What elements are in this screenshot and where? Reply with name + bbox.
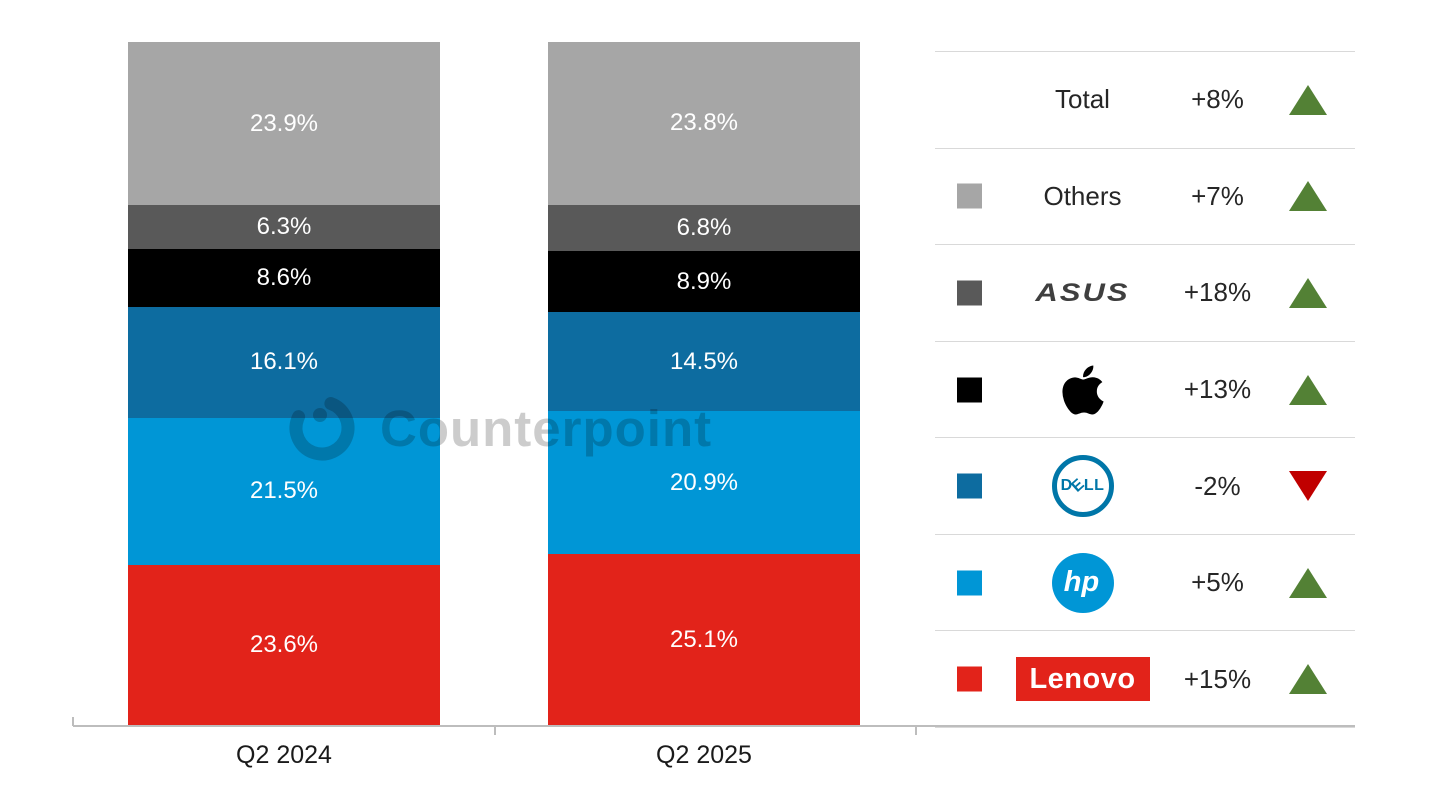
others-label: Others [1043,180,1122,211]
trend-cell [1280,245,1335,341]
bar-segment-asus-0: 6.3% [128,205,440,249]
brand-cell: Lenovo [1000,631,1165,727]
segment-value-label: 23.6% [249,631,319,659]
bar-segment-others-0: 23.9% [128,42,440,206]
legend-panel: Total +8% Others +7% ASUS +18% +13% D E L L -2% hp +5… [935,51,1355,729]
bar-segment-asus-1: 6.8% [548,204,860,252]
brand-cell: Total [1000,52,1165,148]
trend-cell [1280,149,1335,245]
segment-value-label: 6.8% [676,214,732,242]
legend-row-asus: ASUS +18% [935,245,1355,342]
bar-segment-apple-0: 8.6% [128,248,440,308]
segment-value-label: 8.6% [256,263,312,291]
hp-logo: hp [1051,552,1114,613]
legend-row-others: Others +7% [935,149,1355,246]
segment-value-label: 6.3% [256,213,312,240]
bar-segment-apple-1: 8.9% [548,251,860,313]
trend-up-icon [1288,277,1327,308]
x-axis-line [73,725,1355,727]
yoy-change-label: +15% [1183,663,1252,694]
dell-color-swatch [957,473,982,499]
trend-up-icon [1288,567,1327,598]
segment-value-label: 14.5% [669,347,739,375]
lenovo-logo: Lenovo [1015,657,1150,702]
trend-up-icon [1288,664,1327,695]
hp-color-swatch [957,570,982,596]
trend-cell [1280,438,1335,534]
trend-down-icon [1288,471,1327,502]
bar-segment-others-1: 23.8% [548,42,860,205]
category-label-1: Q2 2025 [656,741,752,769]
others-color-swatch [957,183,982,209]
segment-value-label: 23.9% [249,109,319,137]
bar-segment-lenovo-0: 23.6% [128,564,440,726]
apple-logo-icon [1061,365,1104,415]
bar-segment-hp-1: 20.9% [548,411,860,555]
trend-up-icon [1288,374,1327,405]
legend-row-dell: D E L L -2% [935,438,1355,535]
trend-up-icon [1288,84,1327,115]
apple-color-swatch [957,377,982,403]
brand-cell: hp [1000,535,1165,631]
yoy-change-label: -2% [1194,470,1241,501]
total-label: Total [1055,84,1110,115]
legend-row-lenovo: Lenovo +15% [935,631,1355,729]
axis-tick [915,726,917,735]
legend-row-total: Total +8% [935,52,1355,149]
axis-tick [72,717,74,726]
axis-tick [494,726,496,735]
yoy-change-label: +7% [1191,180,1244,211]
segment-value-label: 23.8% [669,109,739,137]
segment-value-label: 21.5% [249,477,319,505]
yoy-change-label: +5% [1191,567,1244,598]
brand-cell: ASUS [1000,245,1165,341]
legend-row-apple: +13% [935,342,1355,439]
lenovo-color-swatch [957,666,982,692]
segment-value-label: 20.9% [669,468,739,496]
trend-cell [1280,535,1335,631]
segment-value-label: 8.9% [676,267,732,295]
trend-cell [1280,342,1335,438]
bar-segment-lenovo-1: 25.1% [548,554,860,726]
legend-row-hp: hp +5% [935,535,1355,632]
bar-segment-dell-1: 14.5% [548,312,860,412]
asus-logo: ASUS [1035,278,1130,307]
bar-segment-dell-0: 16.1% [128,307,440,418]
brand-cell: Others [1000,149,1165,245]
trend-cell [1280,52,1335,148]
yoy-change-label: +8% [1191,84,1244,115]
segment-value-label: 16.1% [249,348,319,376]
brand-cell [1000,342,1165,438]
segment-value-label: 25.1% [669,626,739,654]
asus-color-swatch [957,280,982,306]
trend-up-icon [1288,181,1327,212]
yoy-change-label: +18% [1183,277,1252,308]
trend-cell [1280,631,1335,727]
bar-segment-hp-0: 21.5% [128,417,440,565]
yoy-change-label: +13% [1183,374,1252,405]
category-label-0: Q2 2024 [236,741,332,769]
